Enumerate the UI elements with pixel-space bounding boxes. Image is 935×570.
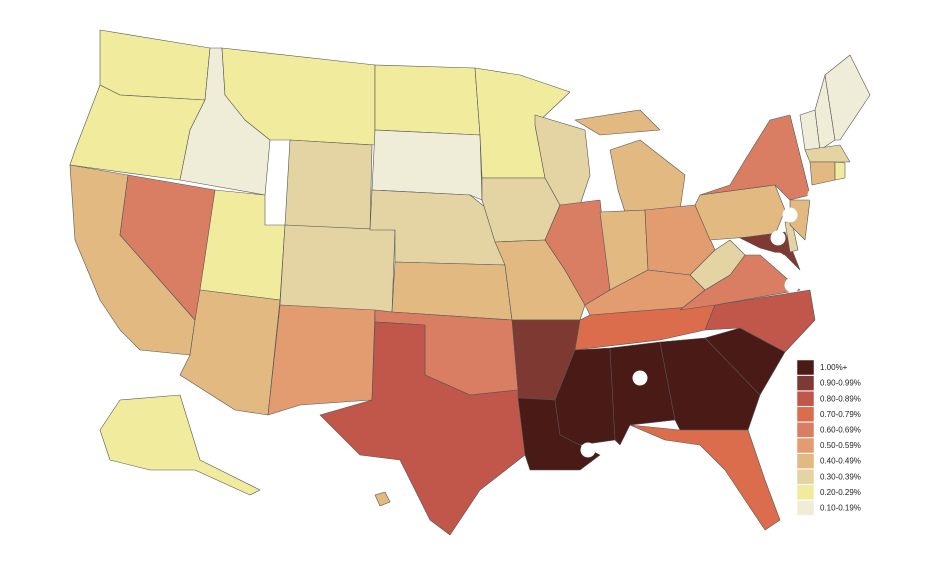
state (279, 224, 396, 313)
state (99, 29, 211, 101)
state (199, 189, 286, 301)
state (804, 144, 851, 163)
legend-swatch (796, 359, 815, 376)
state (267, 304, 376, 416)
legend-label: 1.00%+ (820, 363, 848, 372)
state (809, 161, 836, 186)
state (834, 161, 846, 181)
legend-label: 0.20-0.29% (820, 488, 861, 497)
marker-dot (782, 207, 798, 223)
legend-label: 0.70-0.79% (820, 410, 861, 419)
state (609, 139, 686, 213)
state (371, 129, 483, 201)
state (374, 64, 481, 136)
state (179, 289, 281, 416)
legend-swatch (796, 406, 815, 423)
legend-swatch (796, 453, 815, 469)
legend-swatch (796, 375, 815, 391)
legend-label: 0.40-0.49% (820, 457, 861, 466)
state (629, 424, 781, 531)
state (391, 261, 513, 321)
state (99, 394, 261, 496)
legend-swatch (796, 437, 815, 454)
dots (580, 187, 823, 458)
legend-label: 0.80-0.89% (820, 394, 861, 403)
state (574, 109, 661, 136)
state (689, 239, 746, 291)
legend-swatch (796, 422, 815, 438)
marker-dot (770, 252, 786, 268)
legend-label: 0.90-0.99% (820, 379, 861, 388)
legend-swatch (796, 500, 815, 516)
state (824, 54, 871, 141)
marker-dot (632, 370, 648, 386)
legend-label: 0.60-0.69% (820, 426, 861, 435)
legend-label: 0.30-0.39% (820, 472, 861, 481)
state (319, 321, 526, 536)
state (699, 114, 811, 201)
legend-swatch (796, 390, 815, 407)
state (374, 491, 391, 507)
marker-dot (770, 230, 786, 246)
state (284, 139, 373, 231)
legend-swatch (796, 484, 815, 501)
marker-dot (784, 277, 800, 293)
legend-label: 0.50-0.59% (820, 441, 861, 450)
legend: 1.00%+ 0.90-0.99% 0.80-0.89% 0.70-0.79% 0.60… (796, 359, 861, 516)
states (69, 29, 871, 536)
marker-dot (580, 442, 596, 458)
legend-label: 0.10-0.19% (820, 504, 861, 513)
legend-swatch (796, 468, 815, 485)
marker-dot (807, 187, 823, 203)
